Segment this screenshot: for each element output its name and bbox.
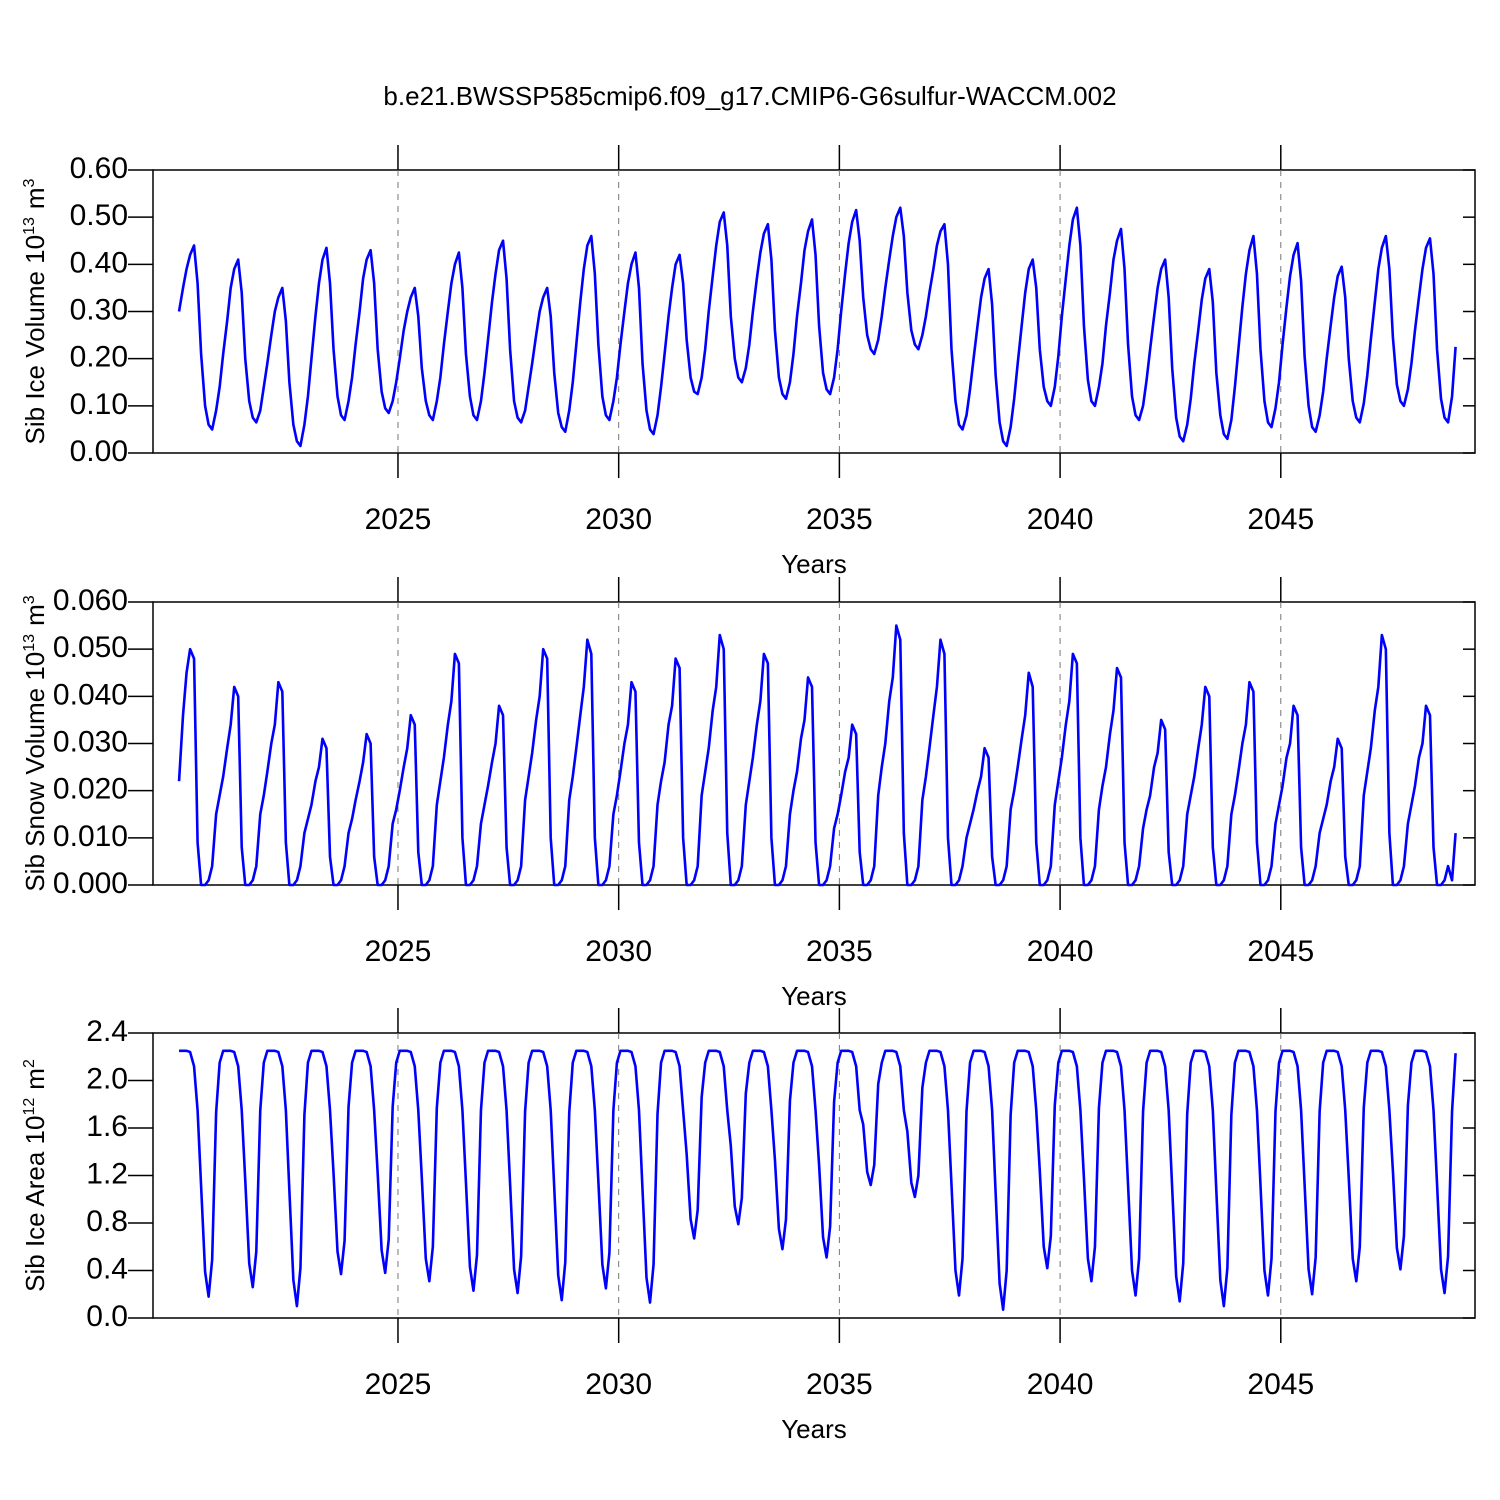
x-axis-label: Years — [781, 981, 847, 1011]
y-axis-label-text: Sib Snow Volume 10 — [20, 652, 50, 892]
y-axis-label-text: Sib Ice Area 10 — [20, 1116, 50, 1292]
y-tick-label: 0.010 — [53, 820, 128, 853]
y-tick-label: 0.10 — [70, 388, 128, 421]
y-tick-label: 2.4 — [86, 1015, 128, 1048]
y-axis-label-exponent: 13 — [21, 217, 38, 235]
y-axis-label-unit-exponent: 3 — [21, 178, 38, 187]
x-axis-label: Years — [781, 549, 847, 579]
y-axis-label-exponent: 12 — [21, 1098, 38, 1116]
x-tick-label: 2035 — [806, 503, 873, 536]
y-axis-label: Sib Ice Volume 1013 m3 — [20, 178, 50, 444]
y-tick-label: 0.8 — [86, 1205, 128, 1238]
y-tick-label: 0.40 — [70, 246, 128, 279]
data-line — [177, 624, 1457, 887]
x-tick-label: 2045 — [1247, 935, 1314, 968]
y-axis-label-unit-exponent: 3 — [21, 595, 38, 604]
y-axis-label-unit: m — [20, 604, 50, 626]
y-tick-label: 0.050 — [53, 631, 128, 664]
x-tick-label: 2045 — [1247, 503, 1314, 536]
y-tick-label: 2.0 — [86, 1062, 128, 1095]
x-tick-label: 2030 — [585, 935, 652, 968]
y-axis-label-text: Sib Ice Volume 10 — [20, 235, 50, 445]
y-tick-label: 0.0 — [86, 1300, 128, 1333]
x-tick-label: 2025 — [365, 503, 432, 536]
x-tick-label: 2025 — [365, 1368, 432, 1401]
y-axis-label-unit: m — [20, 1068, 50, 1090]
x-tick-label: 2030 — [585, 503, 652, 536]
y-axis-label-unit: m — [20, 187, 50, 209]
x-tick-label: 2025 — [365, 935, 432, 968]
x-tick-label: 2045 — [1247, 1368, 1314, 1401]
x-tick-label: 2040 — [1027, 935, 1094, 968]
x-tick-label: 2040 — [1027, 1368, 1094, 1401]
y-tick-label: 0.030 — [53, 725, 128, 758]
data-line — [179, 1049, 1457, 1311]
y-tick-label: 0.000 — [53, 867, 128, 900]
x-tick-label: 2035 — [806, 935, 873, 968]
y-tick-label: 1.6 — [86, 1110, 128, 1143]
y-tick-label: 0.020 — [53, 773, 128, 806]
data-line — [177, 206, 1457, 448]
y-axis-label: Sib Snow Volume 1013 m3 — [20, 595, 50, 891]
y-tick-label: 0.00 — [70, 435, 128, 468]
y-tick-label: 0.040 — [53, 678, 128, 711]
x-tick-label: 2035 — [806, 1368, 873, 1401]
y-tick-label: 1.2 — [86, 1157, 128, 1190]
plot-frame — [152, 169, 1476, 454]
y-axis-label-exponent: 13 — [21, 634, 38, 652]
y-axis-label-unit-exponent: 2 — [21, 1059, 38, 1068]
x-tick-label: 2030 — [585, 1368, 652, 1401]
x-axis-label: Years — [781, 1414, 847, 1444]
y-tick-label: 0.20 — [70, 341, 128, 374]
x-tick-label: 2040 — [1027, 503, 1094, 536]
y-tick-label: 0.60 — [70, 152, 128, 185]
chart-title: b.e21.BWSSP585cmip6.f09_g17.CMIP6-G6sulf… — [383, 81, 1116, 111]
y-tick-label: 0.060 — [53, 584, 128, 617]
y-axis-label: Sib Ice Area 1012 m2 — [20, 1059, 50, 1292]
y-tick-label: 0.4 — [86, 1252, 128, 1285]
y-tick-label: 0.50 — [70, 199, 128, 232]
y-tick-label: 0.30 — [70, 293, 128, 326]
